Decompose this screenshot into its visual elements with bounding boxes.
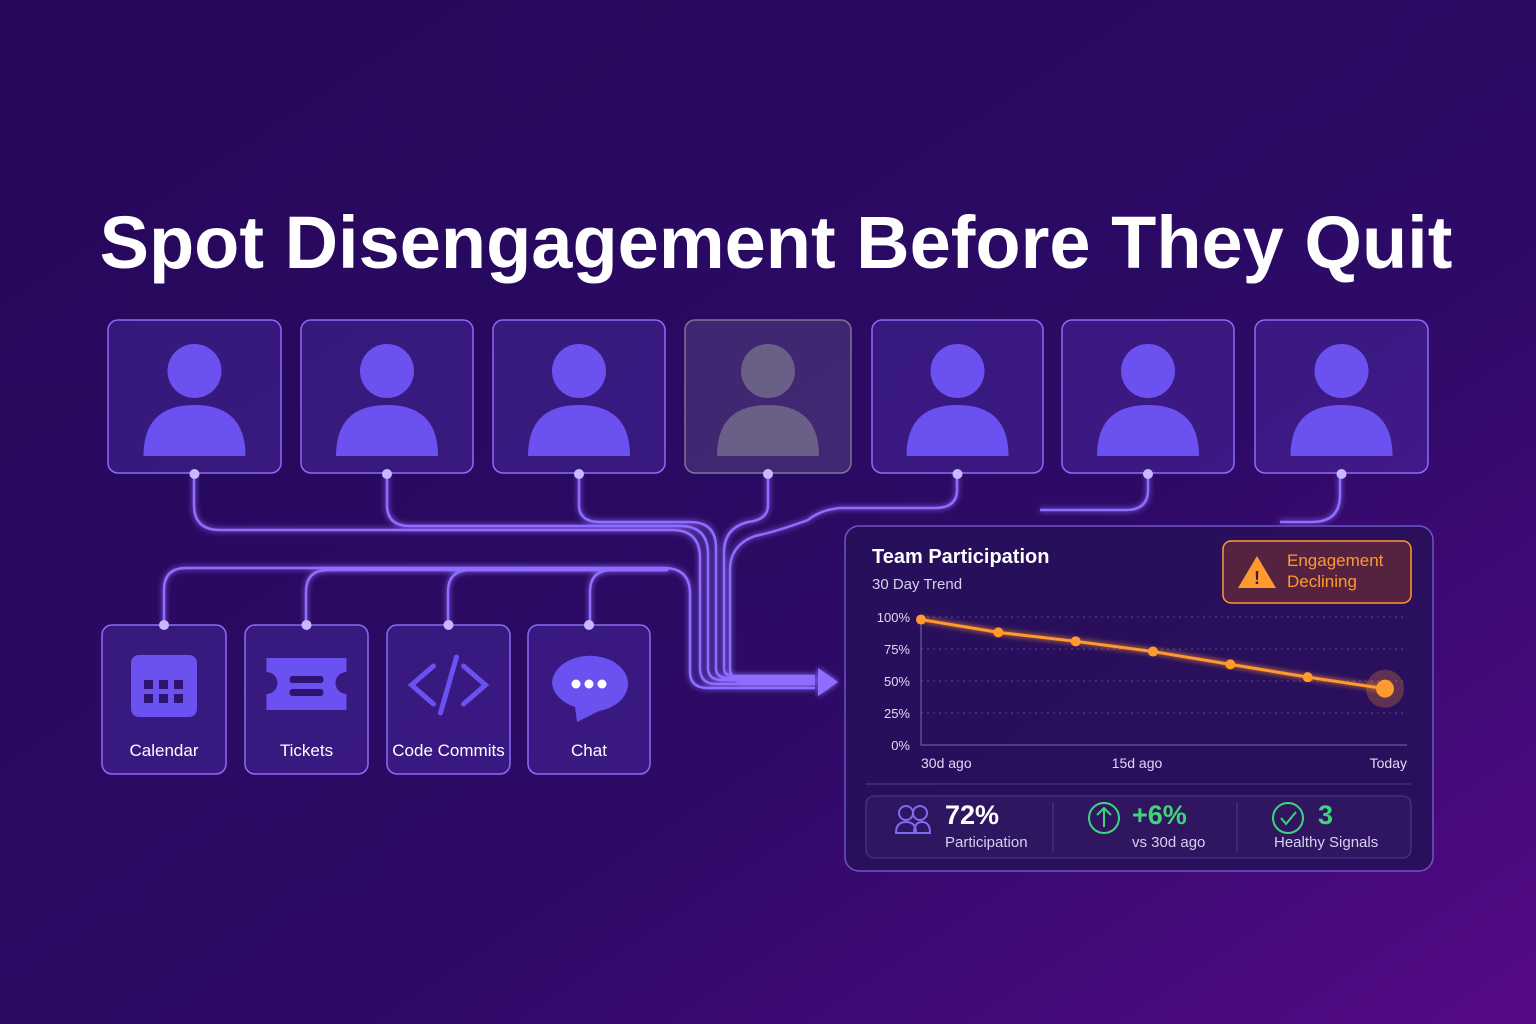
stats-box [865,795,1412,859]
y-tick-label: 25% [884,706,910,721]
avatar-head [1121,344,1175,398]
people-icon [894,820,932,834]
ticket-line [289,689,324,696]
ticket-icon [266,658,347,710]
calendar-cell [174,694,183,703]
connector-dot [574,469,584,479]
warning-mark: ! [1254,568,1260,588]
stat-value: +6% [1132,800,1187,830]
up-icon [1096,806,1112,827]
y-tick-label: 0% [891,738,910,753]
connections [162,474,1342,696]
calendar-cell [144,694,153,703]
x-tick-label: Today [1370,755,1407,771]
people-icon [912,805,928,821]
connector-dot [443,620,454,630]
chart-panel: Team Participation 30 Day Trend ! Engage… [844,525,1434,872]
connector-dot [301,620,312,630]
avatar-head [930,344,985,398]
connector-dot [1336,469,1347,479]
point [1148,646,1158,657]
avatar-body [336,405,438,456]
calendar-cell [174,680,183,689]
point [916,614,926,625]
calendar-cell [159,680,168,689]
y-tick-label: 100% [877,610,911,625]
panel [844,525,1434,872]
chart: 0% 25% 50% 75% 100% 30d ago 15d ago Today [877,610,1407,771]
avatar-body [528,405,630,456]
x-tick-label: 30d ago [921,755,972,771]
point [1070,636,1081,647]
ticket-line [289,676,324,683]
connector-dot [763,469,773,479]
up-icon [1088,802,1120,834]
point [1225,659,1236,670]
check-icon [1272,802,1304,834]
stat-label: Healthy Signals [1274,834,1378,851]
stat-label: vs 30d ago [1132,834,1205,851]
chat-dot [571,679,581,689]
data-sources: Calendar Tickets Code Commits Chat [101,620,651,775]
alert: Engagement Declining [1287,551,1384,591]
chart-subtitle: 30 Day Trend [872,576,962,593]
code-icon [407,654,490,716]
y-tick-label: 50% [884,674,910,689]
stat-label: Participation [945,834,1028,851]
point [993,627,1004,638]
avatar-body [1290,405,1393,456]
avatar-head [741,344,795,398]
avatar-head [552,344,606,398]
avatar-head [1314,344,1369,398]
source-label: Tickets [280,741,333,760]
chat-icon [552,655,628,722]
avatar-head [360,344,414,398]
alert-text: Engagement Declining [1287,551,1384,591]
point [1302,672,1313,683]
source-label: Code Commits [392,741,504,760]
chat-dot [584,679,594,689]
check-icon [1280,811,1297,826]
calendar-cell [144,680,153,689]
source-label: Calendar [130,741,199,760]
avatar-body [717,405,819,456]
stat-value: 72% [945,800,999,830]
connector-dot [952,469,963,479]
source-label: Chat [571,741,607,760]
connector-dot [1143,469,1153,479]
warning-icon [1238,556,1276,588]
avatar-body [906,405,1009,456]
point [1376,679,1394,698]
stat-value: 3 [1318,800,1333,830]
connector-dot [584,620,594,630]
chat-dot [597,679,607,689]
chart-title: Team Participation [872,546,1049,568]
stats: 72% Participation +6% vs 30d ago 3 Healthy Si… [894,800,1378,852]
x-tick-label: 15d ago [1112,755,1163,771]
y-tick-label: 75% [884,642,910,657]
team-members [107,319,1429,479]
headline: Spot Disengagement Before They Quit [100,201,1453,284]
avatar-head [167,344,222,398]
avatar-body [143,405,246,456]
avatar-body [1097,405,1199,456]
calendar-cell [159,694,168,703]
connector-dot [189,469,200,479]
connector-dot [159,620,169,630]
connector-dot [382,469,392,479]
